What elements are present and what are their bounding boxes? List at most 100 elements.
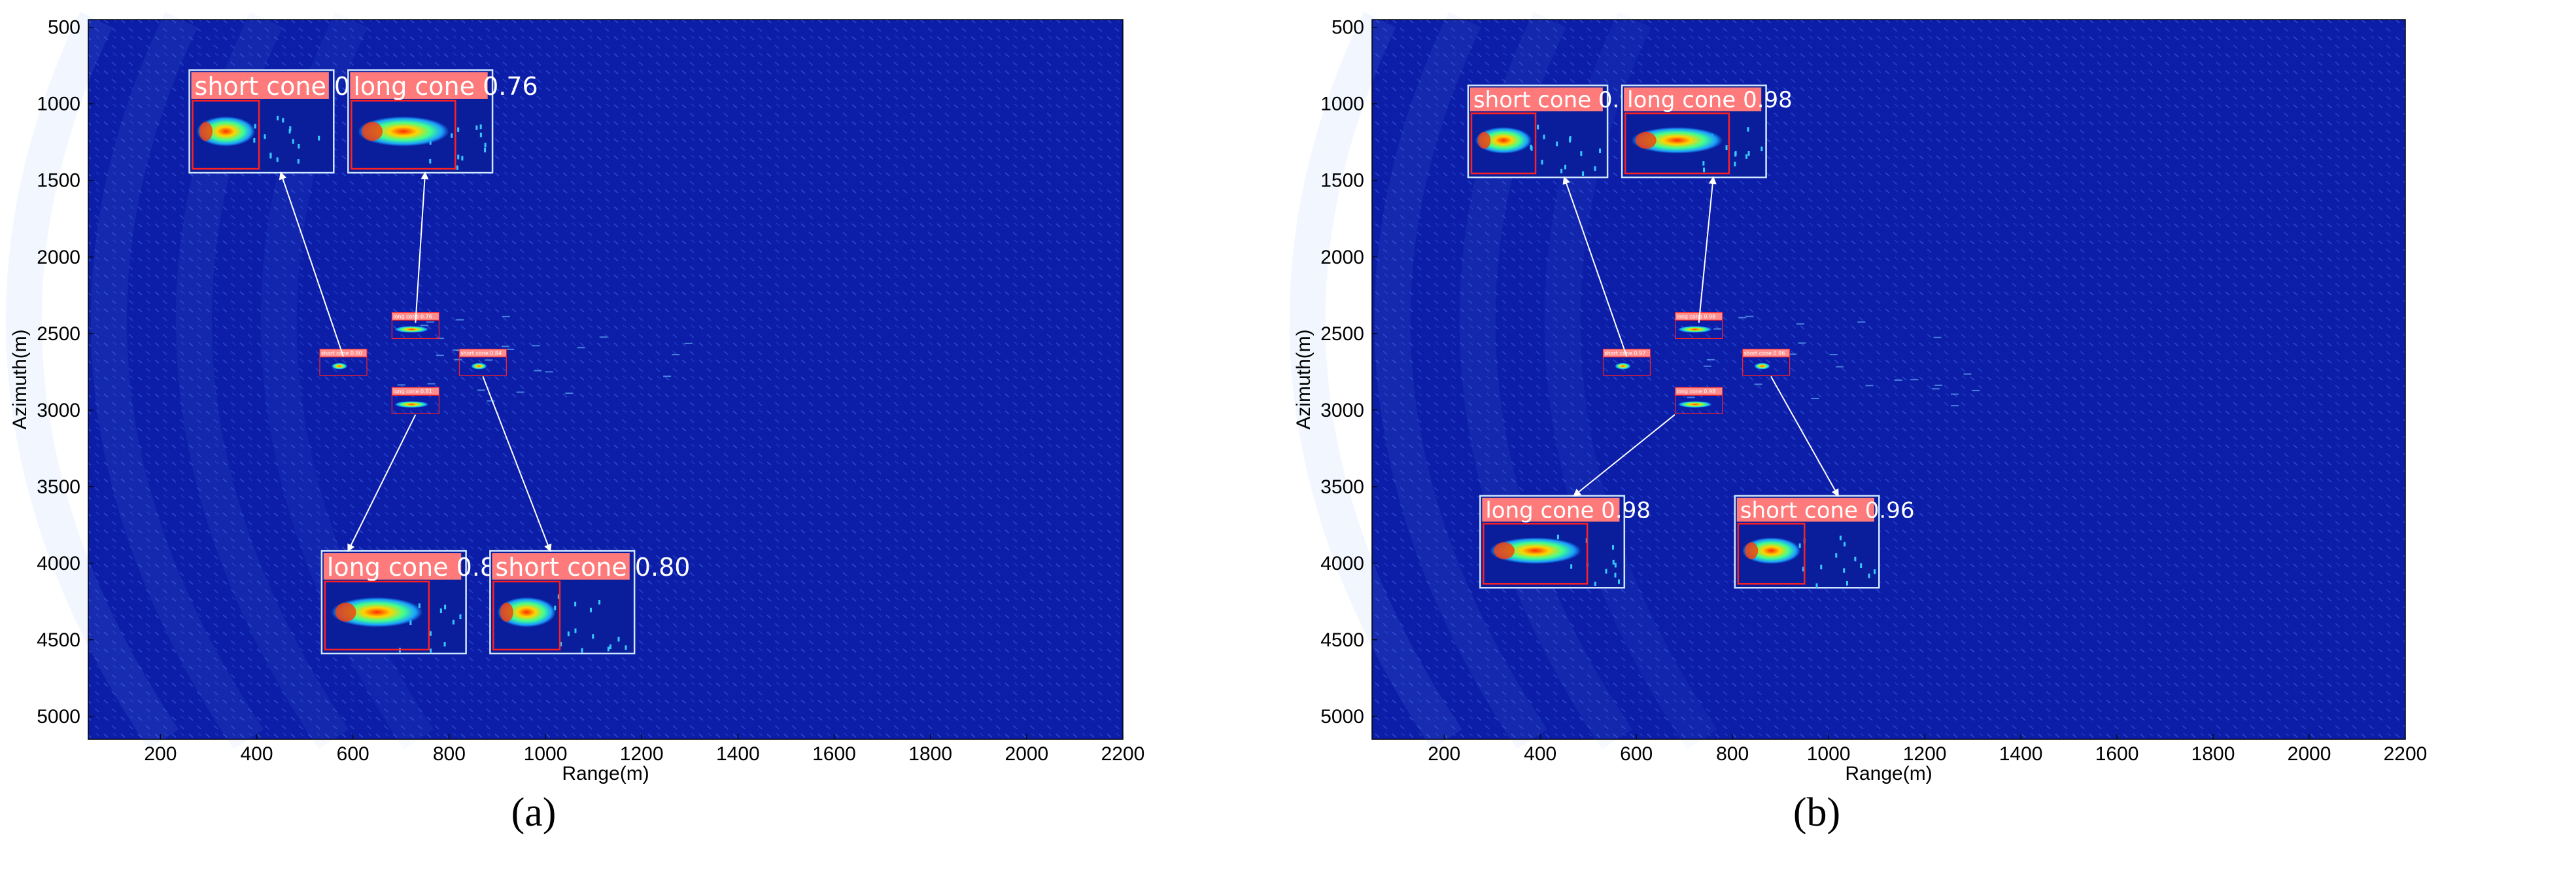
inset-target-echo (497, 597, 556, 627)
x-tick-label: 1600 (812, 743, 856, 765)
x-tick-label: 1000 (524, 743, 568, 765)
zoom-arrow (279, 171, 344, 357)
y-tick-label: 3000 (37, 400, 80, 421)
target-echo (1754, 362, 1770, 370)
x-tick-label: 600 (337, 743, 369, 765)
inset-label-bar (1482, 497, 1620, 522)
inset-label-text: long cone 0.76 (353, 72, 538, 101)
y-tick-label: 3000 (1320, 400, 1364, 421)
y-tick-label: 2000 (37, 247, 80, 268)
y-tick-label: 3500 (37, 476, 80, 498)
inset-target-echo (1631, 127, 1723, 154)
zoom-arrow (482, 376, 552, 552)
inset-target-core (1636, 132, 1657, 149)
x-axis-label: Range(m) (562, 763, 649, 784)
target-detection: short cone 0.84 (458, 349, 507, 376)
target-echo (1677, 401, 1712, 408)
target-box (391, 395, 439, 414)
x-tick-label: 400 (1524, 743, 1556, 765)
x-tick-label: 1800 (2191, 743, 2235, 765)
zoom-arrow (415, 171, 429, 323)
inset-detection-box (1624, 112, 1730, 175)
inset-label-tint (350, 72, 488, 99)
y-tick-label: 1000 (37, 94, 80, 115)
target-box (458, 357, 507, 376)
target-echo (394, 326, 429, 333)
inset-target-core (199, 122, 213, 141)
inset-label-tint (1482, 497, 1620, 522)
zoom-inset: short cone 0.97 (1467, 84, 1648, 179)
x-tick-label: 2200 (1101, 743, 1145, 765)
inset-target-core (335, 603, 356, 622)
inset-label-bar (1736, 497, 1874, 522)
x-tick-label: 800 (433, 743, 466, 765)
inset-label-text: short cone 0.96 (1740, 497, 1915, 523)
zoom-arrow (1770, 376, 1839, 497)
inset-target-echo (357, 116, 449, 147)
x-tick-label: 200 (1428, 743, 1460, 765)
x-tick-label: 600 (1620, 743, 1653, 765)
inset-detection-box (1483, 523, 1589, 585)
target-label-text: long cone 0.76 (393, 313, 432, 319)
inset-target-core (1477, 132, 1491, 149)
y-tick-label: 2500 (1320, 323, 1364, 345)
target-detection: short cone 0.96 (1742, 349, 1791, 376)
inset-label-bar (191, 72, 329, 99)
x-tick-label: 2200 (2384, 743, 2428, 765)
x-tick-label: 200 (144, 743, 177, 765)
panel-label: (a) (511, 790, 557, 835)
inset-label-tint (1624, 87, 1762, 112)
zoom-inset: long cone 0.81 (320, 550, 511, 655)
inset-target-core (1494, 542, 1515, 559)
inset-label-text: short cone 0.97 (1473, 87, 1648, 113)
target-box (1675, 395, 1723, 414)
inset-detection-box (351, 99, 456, 170)
inset-detection-box (1737, 523, 1806, 585)
zoom-inset: short cone 0.84 (188, 69, 390, 174)
x-tick-label: 400 (241, 743, 273, 765)
y-tick-label: 4000 (1320, 553, 1364, 574)
inset-target-core (1744, 542, 1759, 559)
target-echo (1677, 326, 1712, 333)
target-detection: long cone 0.81 (391, 387, 439, 414)
target-echo (331, 362, 347, 370)
inset-label-text: long cone 0.81 (327, 553, 511, 582)
inset-label-text: short cone 0.80 (495, 553, 690, 582)
inset-label-tint (492, 553, 630, 580)
target-label-text: short cone 0.84 (460, 351, 502, 357)
zoom-inset: long cone 0.98 (1479, 495, 1651, 589)
x-tick-label: 1600 (2095, 743, 2139, 765)
zoom-arrow (347, 414, 417, 552)
target-echo (1615, 362, 1631, 370)
target-echo (471, 362, 487, 370)
y-tick-label: 3500 (1320, 476, 1364, 498)
backscatter-band (5, 12, 179, 750)
inset-label-tint (191, 72, 329, 99)
inset-detection-box (1470, 112, 1537, 175)
x-tick-label: 1400 (1999, 743, 2043, 765)
target-box (319, 357, 368, 376)
zoom-inset: short cone 0.96 (1734, 495, 1915, 589)
inset-label-tint (1469, 87, 1603, 112)
x-tick-label: 2000 (2288, 743, 2331, 765)
inset-label-text: long cone 0.98 (1627, 87, 1793, 113)
x-tick-label: 1200 (1903, 743, 1947, 765)
zoom-arrow (1573, 414, 1675, 497)
inset-label-bar (1624, 87, 1762, 112)
backscatter-band (1374, 12, 1547, 750)
inset-label-tint (1736, 497, 1874, 522)
target-box (1602, 357, 1651, 376)
target-label-text: long cone 0.81 (393, 389, 432, 395)
y-tick-label: 500 (48, 17, 80, 39)
y-tick-label: 1500 (37, 170, 80, 192)
y-tick-label: 5000 (37, 706, 80, 728)
inset-target-echo (1742, 537, 1801, 564)
y-tick-label: 4500 (1320, 629, 1364, 651)
inset-target-echo (331, 597, 423, 627)
inset-label-text: long cone 0.98 (1485, 497, 1651, 523)
inset-label-bar (350, 72, 488, 99)
y-tick-label: 4000 (37, 553, 80, 574)
y-tick-label: 5000 (1320, 706, 1364, 728)
panel-b-figure: 200 400 600 800 1000 1200 1400 1600 1800 2000 2200… (1289, 12, 2428, 835)
x-tick-label: 1200 (620, 743, 664, 765)
